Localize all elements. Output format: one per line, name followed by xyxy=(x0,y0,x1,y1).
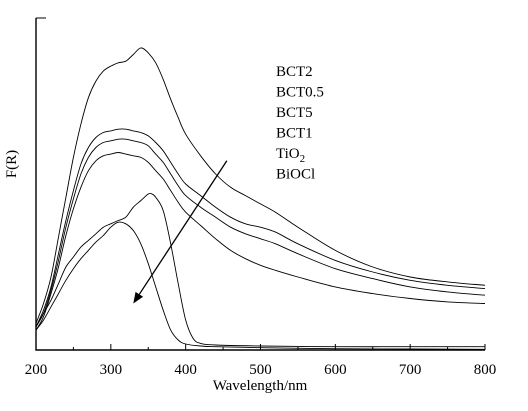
arrow-head xyxy=(133,291,144,304)
series-line-bct2 xyxy=(35,47,486,324)
x-tick-label-600: 600 xyxy=(324,362,347,378)
legend-item-bct5: BCT5 xyxy=(276,105,313,121)
legend-item-biocl: BiOCl xyxy=(276,167,315,183)
arrow-shaft xyxy=(138,160,228,295)
axis-frame xyxy=(35,18,485,351)
x-axis-label: Wavelength/nm xyxy=(213,378,308,394)
series-line-tio2 xyxy=(35,192,485,348)
x-tick-label-200: 200 xyxy=(25,362,48,378)
series-line-bct5 xyxy=(35,138,486,328)
legend-item-tio2: TiO2 xyxy=(276,146,305,165)
legend-item-bct2: BCT2 xyxy=(276,64,313,80)
x-tick-label-800: 800 xyxy=(474,362,497,378)
x-tick-label-500: 500 xyxy=(249,362,272,378)
axes-layer xyxy=(35,17,485,351)
x-tick-label-400: 400 xyxy=(174,362,197,378)
legend-item-bct1: BCT1 xyxy=(276,126,313,142)
x-tick-label-300: 300 xyxy=(100,362,123,378)
x-ticks: 200 300 400 500 600 700 800 xyxy=(25,344,497,378)
x-tick-label-700: 700 xyxy=(399,362,422,378)
legend: BCT2 BCT0.5 BCT5 BCT1 TiO2 BiOCl xyxy=(276,64,324,183)
trend-arrow xyxy=(133,160,228,304)
y-axis-label: F(R) xyxy=(4,150,20,178)
series-line-biocl xyxy=(35,221,486,350)
series-line-bct0-5 xyxy=(35,128,486,327)
series-line-bct1 xyxy=(35,152,486,331)
series-layer xyxy=(35,47,486,350)
legend-item-bct0-5: BCT0.5 xyxy=(276,85,324,101)
